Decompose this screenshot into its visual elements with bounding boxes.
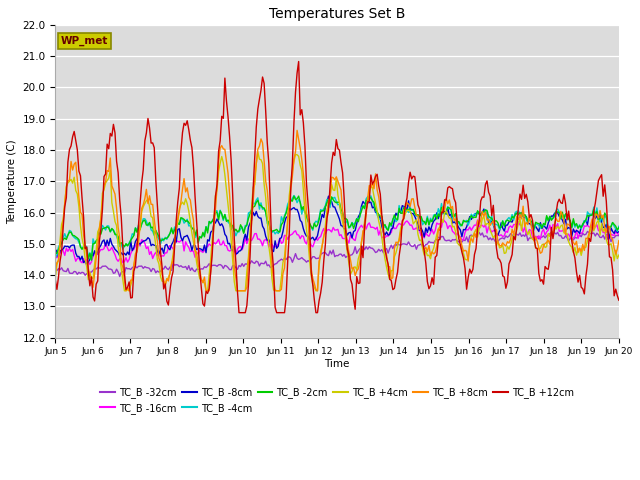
TC_B +8cm — [120, 277, 128, 283]
TC_B -8cm — [83, 262, 91, 268]
TC_B +12cm — [615, 298, 623, 303]
TC_B -2cm — [615, 225, 623, 230]
TC_B -2cm — [240, 230, 248, 236]
TC_B -4cm — [290, 192, 298, 198]
TC_B -2cm — [88, 257, 95, 263]
TC_B -8cm — [250, 209, 257, 215]
TC_B -16cm — [300, 233, 307, 239]
TC_B +12cm — [235, 310, 243, 315]
TC_B -8cm — [587, 212, 595, 218]
TC_B -8cm — [324, 193, 332, 199]
TC_B -4cm — [240, 230, 248, 236]
TC_B +4cm — [120, 288, 128, 294]
TC_B +12cm — [120, 270, 128, 276]
TC_B -32cm — [250, 260, 257, 265]
TC_B +4cm — [615, 252, 623, 258]
TC_B -2cm — [250, 204, 257, 210]
TC_B -8cm — [51, 252, 59, 258]
TC_B +12cm — [240, 310, 248, 315]
TC_B -8cm — [615, 229, 623, 235]
Line: TC_B +12cm: TC_B +12cm — [55, 61, 619, 312]
TC_B -32cm — [587, 231, 595, 237]
Line: TC_B -8cm: TC_B -8cm — [55, 196, 619, 265]
TC_B +12cm — [587, 239, 595, 244]
TC_B +12cm — [295, 59, 303, 64]
TC_B -16cm — [51, 253, 59, 259]
TC_B -16cm — [221, 242, 228, 248]
TC_B +4cm — [240, 288, 248, 294]
Legend: TC_B -32cm, TC_B -16cm, TC_B -8cm, TC_B -4cm, TC_B -2cm, TC_B +4cm, TC_B +8cm, T: TC_B -32cm, TC_B -16cm, TC_B -8cm, TC_B … — [97, 383, 578, 418]
TC_B -4cm — [221, 212, 228, 217]
TC_B -4cm — [615, 223, 623, 229]
TC_B +8cm — [250, 199, 257, 204]
TC_B +12cm — [301, 143, 308, 149]
TC_B -16cm — [240, 242, 248, 248]
TC_B -32cm — [122, 264, 130, 270]
TC_B -4cm — [587, 211, 595, 217]
Title: Temperatures Set B: Temperatures Set B — [269, 7, 405, 21]
TC_B -2cm — [295, 193, 303, 199]
TC_B -8cm — [221, 231, 228, 237]
TC_B -4cm — [122, 242, 130, 248]
TC_B +4cm — [51, 275, 59, 280]
TC_B -16cm — [615, 231, 623, 237]
TC_B +4cm — [301, 209, 308, 215]
TC_B -8cm — [300, 226, 307, 232]
TC_B +8cm — [221, 146, 228, 152]
TC_B -32cm — [300, 256, 307, 262]
TC_B +8cm — [301, 185, 308, 191]
TC_B -32cm — [615, 233, 623, 239]
Line: TC_B +4cm: TC_B +4cm — [55, 152, 619, 291]
TC_B -32cm — [116, 274, 124, 279]
TC_B +8cm — [615, 238, 623, 243]
TC_B -2cm — [587, 213, 595, 218]
TC_B -4cm — [250, 200, 257, 206]
TC_B -16cm — [587, 224, 595, 230]
TC_B +4cm — [587, 227, 595, 232]
TC_B +8cm — [51, 267, 59, 273]
TC_B -2cm — [301, 209, 308, 215]
TC_B +12cm — [250, 186, 257, 192]
TC_B -8cm — [240, 237, 248, 242]
TC_B -4cm — [51, 255, 59, 261]
TC_B -32cm — [240, 264, 248, 269]
Line: TC_B -2cm: TC_B -2cm — [55, 196, 619, 260]
TC_B +12cm — [220, 116, 227, 121]
TC_B -2cm — [51, 251, 59, 256]
TC_B +4cm — [122, 288, 130, 294]
TC_B -2cm — [221, 212, 228, 217]
TC_B +4cm — [254, 149, 262, 155]
Line: TC_B -4cm: TC_B -4cm — [55, 195, 619, 260]
TC_B -4cm — [301, 210, 308, 216]
TC_B -8cm — [122, 252, 130, 258]
TC_B -32cm — [51, 266, 59, 272]
TC_B -2cm — [122, 241, 130, 247]
TC_B -16cm — [122, 255, 130, 261]
Line: TC_B -16cm: TC_B -16cm — [55, 219, 619, 264]
TC_B +8cm — [587, 223, 595, 228]
TC_B -4cm — [88, 257, 95, 263]
TC_B +8cm — [240, 288, 248, 294]
TC_B -32cm — [221, 263, 228, 268]
TC_B +4cm — [221, 172, 228, 178]
TC_B -16cm — [250, 235, 257, 240]
TC_B +8cm — [293, 128, 301, 133]
X-axis label: Time: Time — [324, 359, 350, 369]
Line: TC_B -32cm: TC_B -32cm — [55, 231, 619, 276]
TC_B -32cm — [584, 228, 591, 234]
Y-axis label: Temperature (C): Temperature (C) — [7, 139, 17, 224]
TC_B +4cm — [250, 184, 257, 190]
Text: WP_met: WP_met — [61, 36, 108, 46]
TC_B +8cm — [122, 288, 130, 294]
TC_B -16cm — [439, 216, 447, 222]
Line: TC_B +8cm: TC_B +8cm — [55, 131, 619, 291]
TC_B -16cm — [86, 262, 93, 267]
TC_B +12cm — [51, 277, 59, 283]
